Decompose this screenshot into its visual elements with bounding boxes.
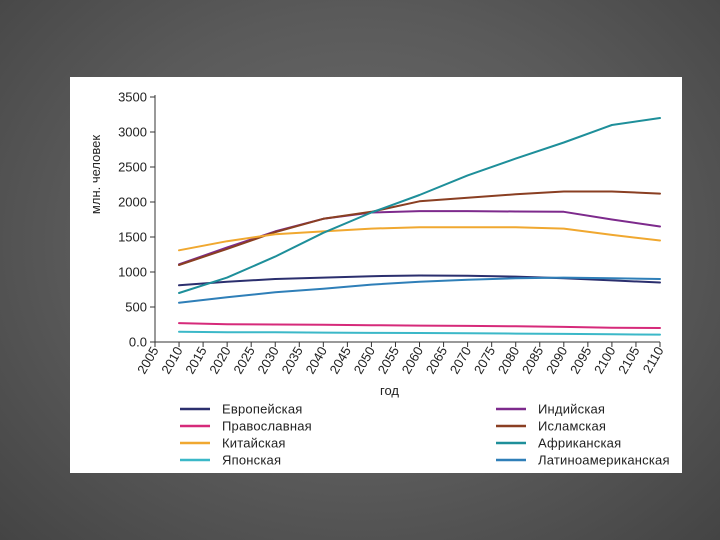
- x-tick-label: 2070: [447, 344, 474, 377]
- y-tick-label: 3500: [118, 90, 147, 105]
- x-tick-label: 2065: [423, 344, 450, 377]
- legend-label: Латиноамериканская: [538, 453, 670, 468]
- y-tick-label: 1500: [118, 230, 147, 245]
- y-tick-label: 500: [125, 300, 147, 315]
- legend-label: Африканская: [538, 436, 621, 451]
- series-line-7: [178, 330, 661, 336]
- x-tick-label: 2090: [543, 344, 570, 377]
- legend-label: Исламская: [538, 419, 606, 434]
- x-tick-label: 2060: [399, 344, 426, 377]
- x-tick-label: 2040: [302, 344, 329, 377]
- x-tick-label: 2110: [640, 344, 667, 376]
- series-line-6: [178, 117, 661, 294]
- y-tick-label: 2500: [118, 160, 147, 175]
- line-chart: 0.05001000150020002500300035002005201020…: [88, 90, 670, 468]
- x-tick-label: 2095: [567, 344, 594, 377]
- x-tick-label: 2055: [375, 344, 402, 377]
- series-line-1: [178, 274, 661, 287]
- x-tick-label: 2075: [471, 344, 498, 377]
- x-tick-label: 2085: [519, 344, 546, 377]
- legend-label: Китайская: [222, 436, 286, 451]
- x-tick-label: 2015: [182, 344, 209, 377]
- x-tick-label: 2100: [591, 344, 618, 377]
- y-tick-label: 3000: [118, 125, 147, 140]
- x-tick-label: 2025: [230, 344, 257, 377]
- x-tick-label: 2010: [158, 344, 185, 377]
- y-axis-title: млн. человек: [88, 135, 103, 214]
- x-tick-label: 2030: [254, 344, 281, 377]
- x-tick-label: 2080: [495, 344, 522, 377]
- x-tick-label: 2035: [278, 344, 305, 377]
- legend-label: Японская: [222, 453, 281, 468]
- series-line-4: [178, 190, 661, 266]
- chart-panel: 0.0 500 1000 1500 2000 2500 3000 3500 2005 2010 20…: [70, 77, 682, 473]
- series-line-3: [178, 322, 661, 329]
- x-axis-title: год: [380, 383, 399, 398]
- legend-label: Индийская: [538, 402, 605, 417]
- chart-legend: Европейская Индийская Православная Исламска…: [180, 402, 670, 468]
- x-tick-label: 2050: [351, 344, 378, 377]
- x-tick-label: 2020: [206, 344, 233, 377]
- series-line-8: [178, 276, 661, 304]
- y-tick-label: 0.0: [129, 335, 147, 350]
- series-lines: [178, 117, 661, 336]
- legend-label: Православная: [222, 419, 312, 434]
- x-tick-label: 2105: [615, 344, 642, 377]
- y-tick-label: 1000: [118, 265, 147, 280]
- series-line-5: [178, 226, 661, 252]
- y-tick-label: 2000: [118, 195, 147, 210]
- x-tick-label: 2045: [327, 344, 354, 377]
- legend-label: Европейская: [222, 402, 303, 417]
